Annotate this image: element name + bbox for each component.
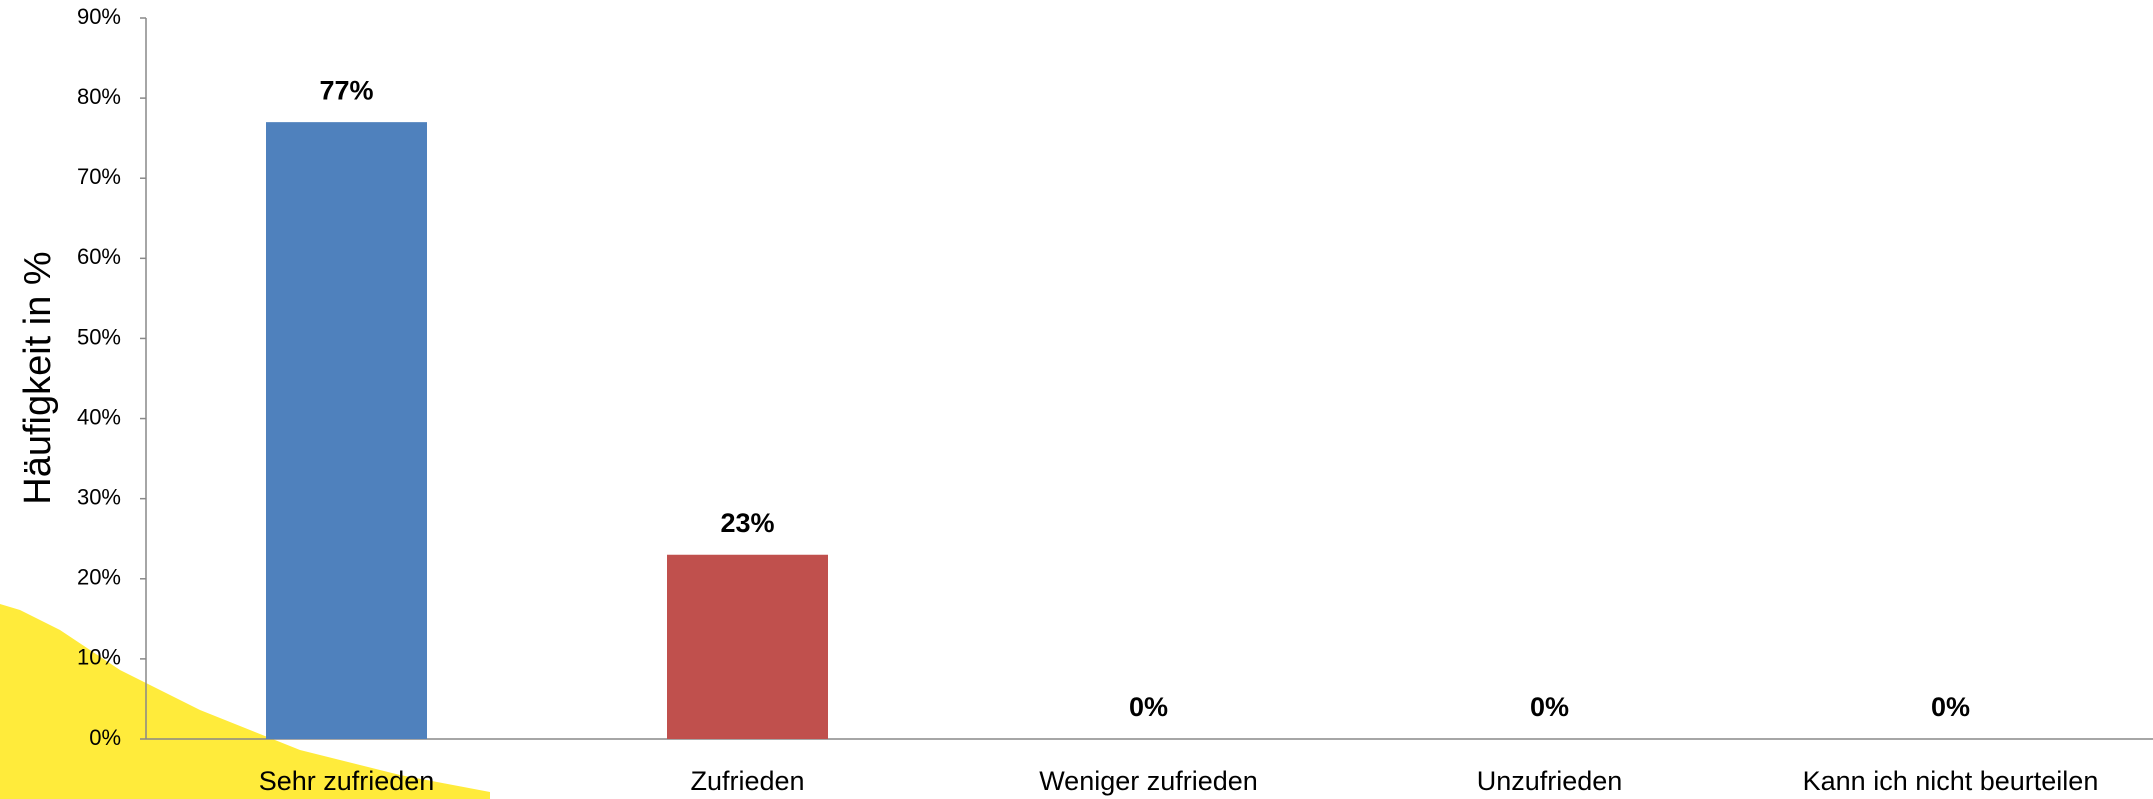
y-tick-label: 40% [77, 404, 121, 429]
y-tick-label: 90% [77, 4, 121, 29]
y-tick-label: 80% [77, 84, 121, 109]
y-tick-label: 10% [77, 645, 121, 670]
bar [266, 122, 427, 739]
x-tick-label: Zufrieden [690, 766, 804, 796]
x-tick-label: Kann ich nicht beurteilen [1803, 766, 2099, 796]
y-tick-label: 50% [77, 324, 121, 349]
value-label: 23% [720, 508, 774, 538]
y-axis-title: Häufigkeit in % [17, 251, 59, 504]
y-tick-label: 0% [89, 725, 121, 750]
y-tick-label: 30% [77, 484, 121, 509]
y-tick-label: 60% [77, 244, 121, 269]
x-tick-label: Unzufrieden [1477, 766, 1623, 796]
value-label: 77% [319, 75, 373, 105]
y-tick-label: 70% [77, 164, 121, 189]
x-tick-label: Sehr zufrieden [259, 766, 435, 796]
x-tick-label: Weniger zufrieden [1039, 766, 1258, 796]
y-tick-label: 20% [77, 565, 121, 590]
value-label: 0% [1530, 692, 1569, 722]
value-label: 0% [1931, 692, 1970, 722]
value-label: 0% [1129, 692, 1168, 722]
decoration [0, 604, 490, 799]
bar [667, 554, 828, 739]
